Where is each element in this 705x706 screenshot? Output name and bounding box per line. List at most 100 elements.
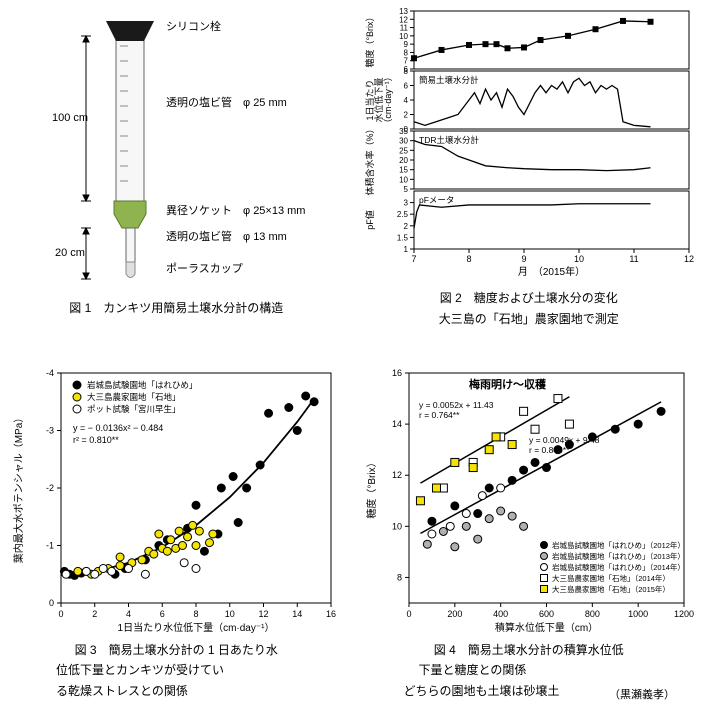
svg-text:5: 5 — [403, 185, 408, 194]
fig1-panel: 100 cm 20 cm シリコン栓 透明の塩ビ管 φ 25 mm 異径ソケット… — [0, 0, 353, 352]
svg-text:r = 0.764**: r = 0.764** — [419, 410, 460, 420]
svg-text:4: 4 — [126, 609, 131, 619]
svg-text:0: 0 — [406, 609, 411, 619]
svg-text:-2: -2 — [46, 483, 54, 493]
svg-text:10: 10 — [399, 175, 408, 184]
svg-text:12: 12 — [683, 254, 693, 264]
svg-text:ポット試験「宮川早生」: ポット試験「宮川早生」 — [87, 404, 181, 414]
fig4-caption2: 下量と糖度との関係 — [359, 662, 700, 679]
fig3-caption3: る乾燥ストレスとの関係 — [6, 683, 347, 700]
svg-text:10: 10 — [225, 609, 235, 619]
svg-text:1日当たり水位低下量（cm·day⁻¹）: 1日当たり水位低下量（cm·day⁻¹） — [118, 621, 275, 634]
fig4-panel: 020040060080010001200810121416積算水位低下量（cm… — [353, 352, 705, 706]
svg-text:pF値: pF値 — [364, 210, 375, 230]
fig4-caption1: 図 4 簡易土壌水分計の積算水位低 — [359, 642, 700, 659]
svg-text:400: 400 — [493, 609, 508, 619]
svg-text:糖度（°Brix）: 糖度（°Brix） — [364, 12, 375, 67]
fig3-panel: 0 2 4 6 8 10 12 14 16 0 -1 -2 -3 -4 1日当たり水位低下量（cm·day⁻… — [0, 352, 353, 706]
svg-text:大三島農家園地「石地」（2015年）: 大三島農家園地「石地」（2015年） — [552, 584, 670, 594]
fig4-chart: 020040060080010001200810121416積算水位低下量（cm… — [359, 358, 699, 638]
author-name: （黒瀬義孝） — [609, 686, 675, 702]
svg-text:7: 7 — [403, 57, 408, 66]
svg-text:16: 16 — [326, 609, 336, 619]
svg-text:15: 15 — [399, 166, 408, 175]
fig2-caption2: 大三島の「石地」農家園地で測定 — [359, 311, 700, 328]
svg-text:岩城島試験園地「はれひめ」（2012年）: 岩城島試験園地「はれひめ」（2012年） — [552, 540, 685, 550]
svg-text:25: 25 — [399, 146, 408, 155]
svg-text:10: 10 — [391, 521, 401, 531]
svg-text:y = 0.0052x + 11.43: y = 0.0052x + 11.43 — [419, 400, 494, 410]
svg-text:-3: -3 — [46, 425, 54, 435]
svg-text:30: 30 — [399, 137, 408, 146]
svg-text:r² = 0.810**: r² = 0.810** — [73, 435, 119, 445]
svg-text:pFメータ: pFメータ — [419, 195, 454, 205]
fig3-caption2: 位低下量とカンキツが受けてい — [6, 662, 347, 679]
svg-text:14: 14 — [391, 419, 401, 429]
svg-text:12: 12 — [391, 470, 401, 480]
label-tube-large: 透明の塩ビ管 φ 25 mm — [166, 95, 287, 109]
svg-text:2: 2 — [403, 222, 408, 231]
svg-text:8: 8 — [466, 254, 471, 264]
svg-text:梅雨明け～収穫: 梅雨明け～収穫 — [469, 377, 547, 391]
svg-text:11: 11 — [629, 254, 638, 264]
svg-text:1: 1 — [403, 245, 408, 254]
svg-text:9: 9 — [521, 254, 526, 264]
svg-text:-1: -1 — [46, 540, 54, 550]
fig3-caption1: 図 3 簡易土壌水分計の 1 日あたり水 — [6, 642, 347, 659]
dim-20cm: 20 cm — [55, 247, 85, 259]
label-tube-small: 透明の塩ビ管 φ 13 mm — [166, 229, 287, 243]
svg-text:葉内最大水ポテンシャル（MPa）: 葉内最大水ポテンシャル（MPa） — [12, 412, 25, 563]
svg-text:大三島農家園地「石地」: 大三島農家園地「石地」 — [87, 392, 181, 402]
svg-text:r = 0.845**: r = 0.845** — [529, 445, 570, 455]
svg-text:0: 0 — [58, 609, 63, 619]
svg-text:TDR土壌水分計: TDR土壌水分計 — [419, 135, 479, 145]
svg-text:7: 7 — [411, 254, 416, 264]
svg-text:10: 10 — [399, 32, 408, 41]
fig3-chart: 0 2 4 6 8 10 12 14 16 0 -1 -2 -3 -4 1日当たり水位低下量（cm·day⁻… — [6, 358, 346, 638]
svg-text:9: 9 — [403, 40, 408, 49]
svg-text:12: 12 — [258, 609, 268, 619]
svg-text:1200: 1200 — [673, 609, 693, 619]
fig2-charts: 678910111213糖度（°Brix）024681日当たり水位低下量（cm·… — [359, 6, 699, 286]
svg-text:1.5: 1.5 — [396, 233, 408, 242]
svg-text:16: 16 — [391, 368, 401, 378]
svg-text:13: 13 — [399, 7, 408, 16]
svg-text:岩城島試験園地「はれひめ」: 岩城島試験園地「はれひめ」 — [87, 380, 198, 390]
svg-text:（cm·day⁻¹）: （cm·day⁻¹） — [383, 72, 393, 127]
svg-text:6: 6 — [403, 82, 408, 91]
svg-text:35: 35 — [399, 127, 408, 136]
svg-text:1000: 1000 — [628, 609, 648, 619]
svg-text:8: 8 — [396, 572, 401, 582]
svg-text:大三島農家園地「石地」（2014年）: 大三島農家園地「石地」（2014年） — [552, 573, 670, 583]
svg-text:800: 800 — [584, 609, 599, 619]
svg-text:積算水位低下量（cm）: 積算水位低下量（cm） — [494, 621, 597, 634]
svg-text:-4: -4 — [46, 368, 54, 378]
label-cup: ポーラスカップ — [166, 262, 243, 275]
svg-text:3: 3 — [403, 199, 408, 208]
svg-text:8: 8 — [193, 609, 198, 619]
svg-text:簡易土壌水分計: 簡易土壌水分計 — [419, 75, 479, 85]
svg-text:12: 12 — [399, 15, 408, 24]
fig2-caption1: 図 2 糖度および土壌水分の変化 — [359, 290, 700, 307]
svg-text:10: 10 — [573, 254, 583, 264]
svg-text:体積含水率（%）: 体積含水率（%） — [364, 124, 375, 195]
svg-text:14: 14 — [292, 609, 302, 619]
label-plug: シリコン栓 — [166, 19, 221, 33]
svg-text:2: 2 — [92, 609, 97, 619]
svg-text:11: 11 — [399, 24, 408, 33]
fig1-caption: 図 1 カンキツ用簡易土壌水分計の構造 — [6, 300, 347, 317]
svg-text:8: 8 — [403, 67, 408, 76]
svg-text:月 （2015年）: 月 （2015年） — [517, 265, 584, 278]
label-socket: 異径ソケット φ 25×13 mm — [166, 204, 305, 217]
svg-text:2.5: 2.5 — [396, 210, 408, 219]
dim-100cm: 100 cm — [52, 112, 88, 124]
svg-text:600: 600 — [538, 609, 553, 619]
svg-text:6: 6 — [160, 609, 165, 619]
svg-text:0: 0 — [49, 598, 54, 608]
fig2-panel: 678910111213糖度（°Brix）024681日当たり水位低下量（cm·… — [353, 0, 705, 352]
svg-text:8: 8 — [403, 48, 408, 57]
svg-text:2: 2 — [403, 111, 408, 120]
svg-text:岩城島試験園地「はれひめ」（2014年）: 岩城島試験園地「はれひめ」（2014年） — [552, 562, 685, 572]
svg-text:4: 4 — [403, 96, 408, 105]
fig1-diagram: 100 cm 20 cm シリコン栓 透明の塩ビ管 φ 25 mm 異径ソケット… — [6, 6, 346, 296]
